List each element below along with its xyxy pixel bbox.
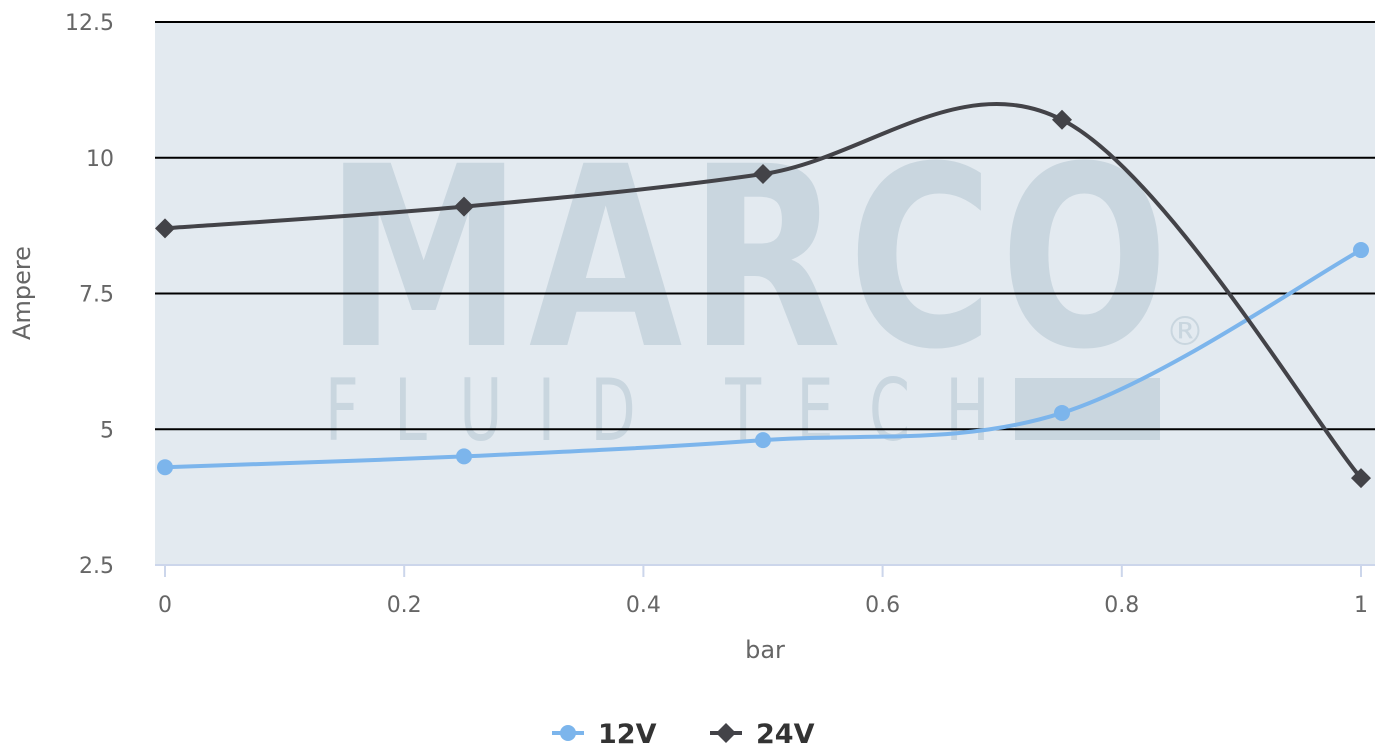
data-point-12v[interactable] [157,459,173,476]
grid-lines [155,21,1375,431]
data-point-24v[interactable] [454,196,474,217]
x-tick-label: 0 [158,593,172,618]
watermark-subtitle-text: FLUID TECH [325,361,1025,461]
y-tick-label: 2.5 [79,554,114,579]
data-point-12v[interactable] [1054,404,1070,421]
y-axis-title: Ampere [8,246,36,340]
x-tick-label: 0.6 [865,593,900,618]
legend-marker-24v[interactable] [716,723,736,743]
y-tick-label: 5 [100,418,114,443]
data-point-24v[interactable] [753,164,773,185]
legend-label-24v: 24V [756,719,815,750]
legend-item-24v[interactable]: 24V [710,719,815,750]
y-tick-label: 7.5 [79,283,114,308]
watermark-block [1015,378,1160,440]
data-point-24v[interactable] [1351,468,1371,489]
data-point-24v[interactable] [1052,109,1072,130]
data-point-12v[interactable] [1353,242,1369,259]
legend-label-12v: 12V [598,719,657,750]
legend: 12V 24V [552,719,815,750]
data-point-12v[interactable] [755,432,771,449]
series-line-24v [163,102,1363,481]
legend-marker-12v[interactable] [560,725,576,741]
data-point-12v[interactable] [456,448,472,465]
x-tick-label: 0.2 [387,593,422,618]
watermark-brand-text: MARCO [325,113,1175,404]
data-point-24v[interactable] [155,218,175,239]
y-tick-label: 10 [86,147,114,172]
x-tick-label: 0.8 [1104,593,1139,618]
x-axis: 0 0.2 0.4 0.6 0.8 1 [155,564,1375,618]
x-axis-title: bar [745,636,785,664]
y-tick-label: 12.5 [65,11,114,36]
series-layer [155,102,1371,489]
series-24v [155,102,1371,489]
x-tick-label: 1 [1354,593,1368,618]
x-tick-label: 0.4 [626,593,661,618]
series-12v [157,242,1369,476]
y-axis: 2.5 5 7.5 10 12.5 [65,11,114,579]
legend-item-12v[interactable]: 12V [552,719,657,750]
